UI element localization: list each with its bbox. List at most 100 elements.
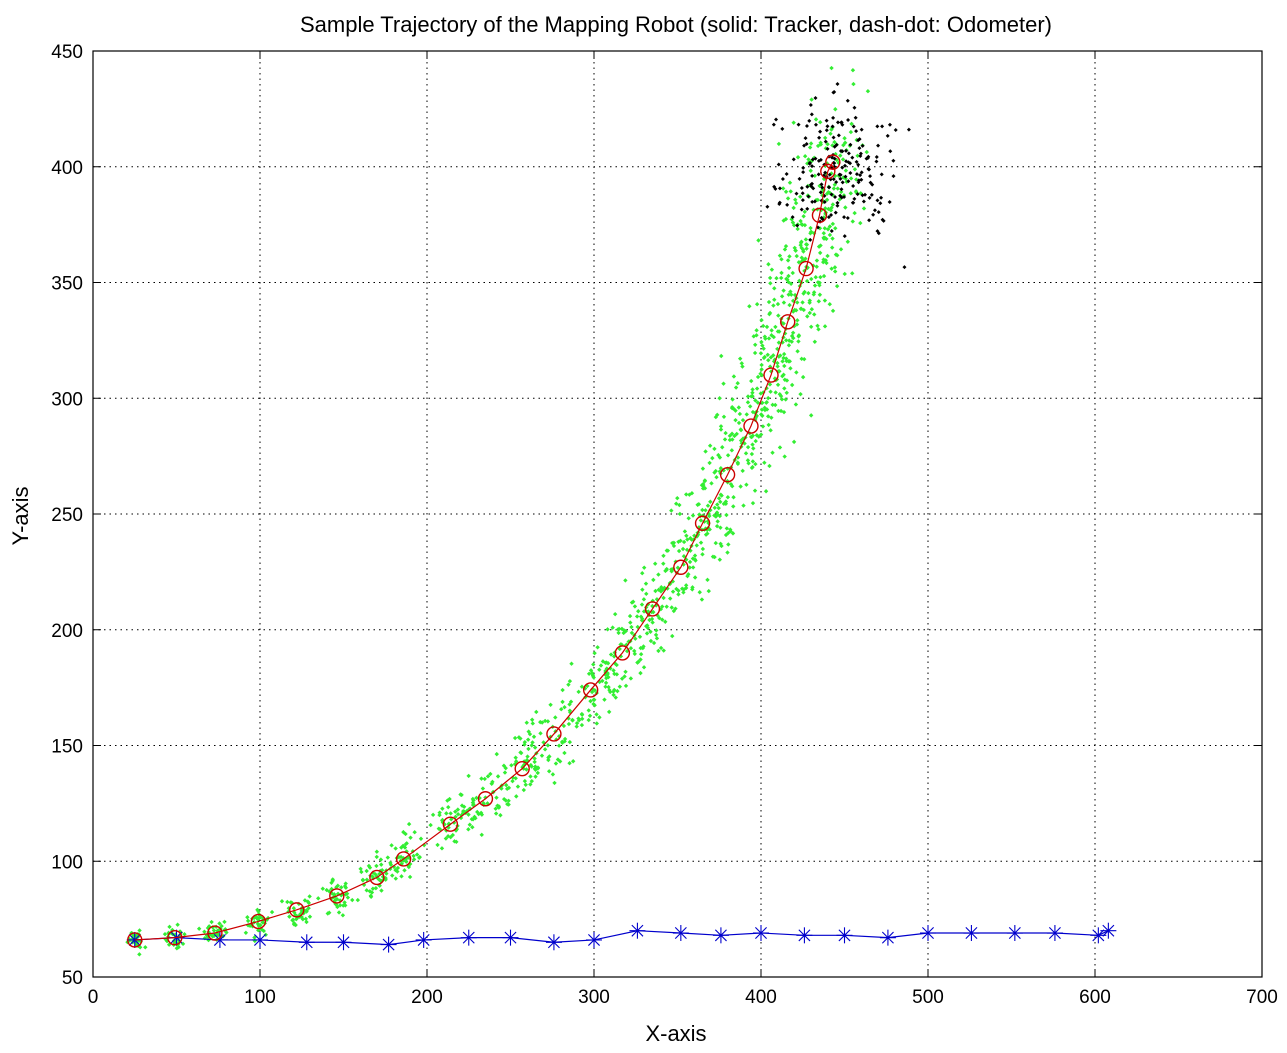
particle-point	[613, 695, 618, 700]
x-tick-label: 200	[411, 987, 443, 1008]
particle-point	[736, 420, 742, 426]
particle-point	[306, 905, 311, 911]
particle-point	[690, 513, 696, 518]
particle-point	[850, 219, 855, 224]
particle-point	[408, 835, 413, 840]
particle-point	[452, 839, 457, 844]
particle-point	[641, 565, 647, 570]
particle-point	[209, 919, 214, 925]
particle-point	[603, 668, 608, 674]
particle-point	[833, 107, 838, 112]
particle-point	[752, 350, 758, 356]
final-particle-point	[777, 186, 782, 191]
particle-point	[788, 189, 793, 194]
particle-point	[742, 441, 747, 446]
particle-point	[437, 810, 442, 815]
particle-point	[694, 534, 700, 539]
particle-point	[337, 903, 343, 908]
particle-point	[777, 253, 783, 258]
particle-point	[806, 157, 811, 162]
particle-point	[643, 581, 649, 586]
particle-point	[769, 267, 775, 272]
particle-point	[293, 912, 298, 918]
particle-point	[466, 812, 471, 817]
particle-point	[697, 590, 702, 595]
final-particle-point	[802, 143, 807, 148]
particle-point	[679, 586, 685, 591]
final-particle-point	[856, 180, 861, 185]
final-particle-point	[869, 192, 874, 197]
particle-point	[700, 466, 706, 471]
particle-point	[212, 931, 217, 937]
particle-point	[320, 886, 325, 891]
particle-point	[502, 770, 508, 775]
particle-point	[674, 586, 679, 592]
particle-point	[764, 400, 769, 405]
y-tick-label: 400	[51, 158, 83, 179]
particle-point	[775, 301, 781, 307]
particle-point	[773, 390, 778, 395]
particle-point	[713, 414, 719, 420]
particle-point	[749, 394, 754, 399]
particle-point	[243, 930, 249, 936]
final-particle-point	[832, 161, 837, 166]
particle-point	[562, 739, 567, 744]
particle-point	[610, 625, 615, 630]
particle-point	[162, 931, 168, 937]
particle-point	[774, 275, 779, 281]
particle-point	[632, 651, 638, 657]
particle-point	[562, 705, 567, 710]
particle-point	[627, 613, 633, 619]
particle-point	[137, 952, 142, 957]
particle-point	[830, 236, 835, 241]
particle-point	[196, 926, 202, 931]
particle-point	[728, 481, 734, 487]
final-particle-point	[833, 210, 838, 215]
particle-point	[590, 686, 595, 692]
particle-point	[750, 409, 756, 415]
particle-point	[766, 262, 771, 267]
particle-point	[779, 270, 784, 276]
tracker-trajectory	[127, 154, 841, 948]
particle-point	[286, 906, 292, 911]
particle-point	[705, 519, 711, 524]
particle-point	[604, 675, 609, 681]
particle-point	[700, 552, 705, 557]
particle-point	[493, 811, 499, 816]
particle-point	[548, 702, 553, 707]
particle-point	[738, 484, 743, 489]
particle-point	[646, 609, 651, 614]
final-particle-point	[887, 122, 892, 127]
particle-point	[751, 334, 756, 339]
particle-point	[515, 784, 521, 789]
particle-point	[503, 765, 508, 771]
particle-point	[445, 833, 451, 839]
particle-point	[705, 527, 710, 533]
particle-point	[459, 803, 465, 808]
y-tick-label: 100	[51, 852, 83, 873]
particle-point	[182, 932, 187, 937]
particle-point	[306, 900, 312, 906]
final-particle-point	[832, 144, 837, 149]
particle-point	[733, 408, 738, 413]
particle-point	[777, 445, 783, 450]
particle-point	[768, 389, 773, 394]
final-particle-point	[812, 199, 817, 204]
final-particle-point	[848, 161, 853, 166]
tracker-point	[811, 207, 828, 224]
particle-point	[803, 237, 809, 242]
particle-point	[770, 450, 775, 455]
particle-point	[812, 155, 817, 160]
x-axis-label: X-axis	[645, 1021, 706, 1046]
particle-point	[673, 606, 678, 611]
particle-point	[399, 874, 404, 879]
particle-point	[759, 373, 765, 378]
particle-point	[269, 909, 275, 915]
particle-point	[769, 333, 774, 338]
particle-point	[663, 619, 668, 624]
particle-point	[808, 225, 813, 231]
particle-point	[327, 889, 332, 894]
particle-point	[606, 709, 612, 715]
particle-point	[652, 561, 658, 566]
particle-point	[718, 466, 724, 471]
